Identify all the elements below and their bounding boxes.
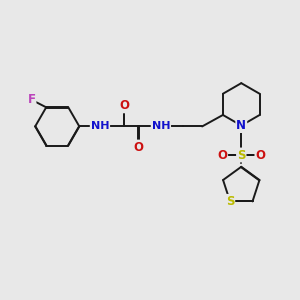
Text: NH: NH: [91, 122, 109, 131]
Text: O: O: [119, 99, 129, 112]
Text: O: O: [217, 148, 227, 161]
Text: F: F: [28, 94, 35, 106]
Text: S: S: [237, 148, 245, 161]
Text: O: O: [255, 148, 266, 161]
Text: S: S: [226, 195, 234, 208]
Text: NH: NH: [152, 122, 170, 131]
Text: N: N: [236, 119, 246, 132]
Text: O: O: [134, 141, 144, 154]
